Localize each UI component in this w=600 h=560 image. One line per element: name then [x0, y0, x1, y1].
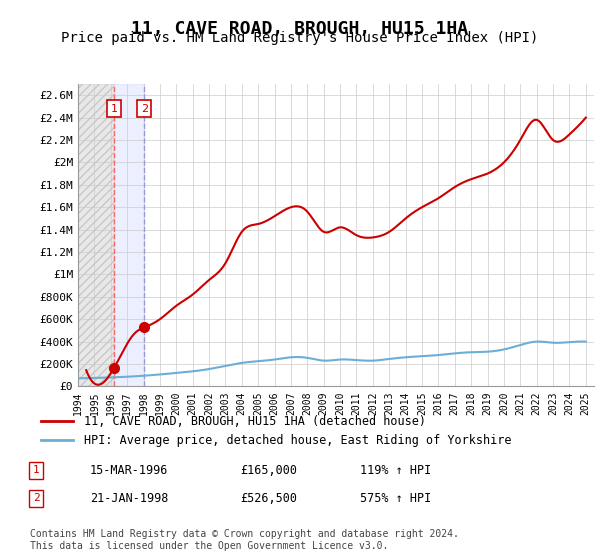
Text: 15-MAR-1996: 15-MAR-1996	[90, 464, 169, 477]
Bar	[78, 84, 114, 386]
Bar	[78, 84, 114, 386]
Text: 21-JAN-1998: 21-JAN-1998	[90, 492, 169, 505]
Text: 11, CAVE ROAD, BROUGH, HU15 1HA: 11, CAVE ROAD, BROUGH, HU15 1HA	[131, 20, 469, 38]
Text: 119% ↑ HPI: 119% ↑ HPI	[360, 464, 431, 477]
Text: £165,000: £165,000	[240, 464, 297, 477]
Text: 1: 1	[110, 104, 118, 114]
Text: Price paid vs. HM Land Registry's House Price Index (HPI): Price paid vs. HM Land Registry's House …	[61, 31, 539, 45]
Text: HPI: Average price, detached house, East Riding of Yorkshire: HPI: Average price, detached house, East…	[84, 434, 511, 447]
Text: 575% ↑ HPI: 575% ↑ HPI	[360, 492, 431, 505]
Text: Contains HM Land Registry data © Crown copyright and database right 2024.
This d: Contains HM Land Registry data © Crown c…	[30, 529, 459, 551]
Text: 2: 2	[32, 493, 40, 503]
Text: 2: 2	[141, 104, 148, 114]
Text: 11, CAVE ROAD, BROUGH, HU15 1HA (detached house): 11, CAVE ROAD, BROUGH, HU15 1HA (detache…	[84, 415, 426, 428]
Text: 1: 1	[32, 465, 40, 475]
Bar	[114, 84, 145, 386]
Text: £526,500: £526,500	[240, 492, 297, 505]
